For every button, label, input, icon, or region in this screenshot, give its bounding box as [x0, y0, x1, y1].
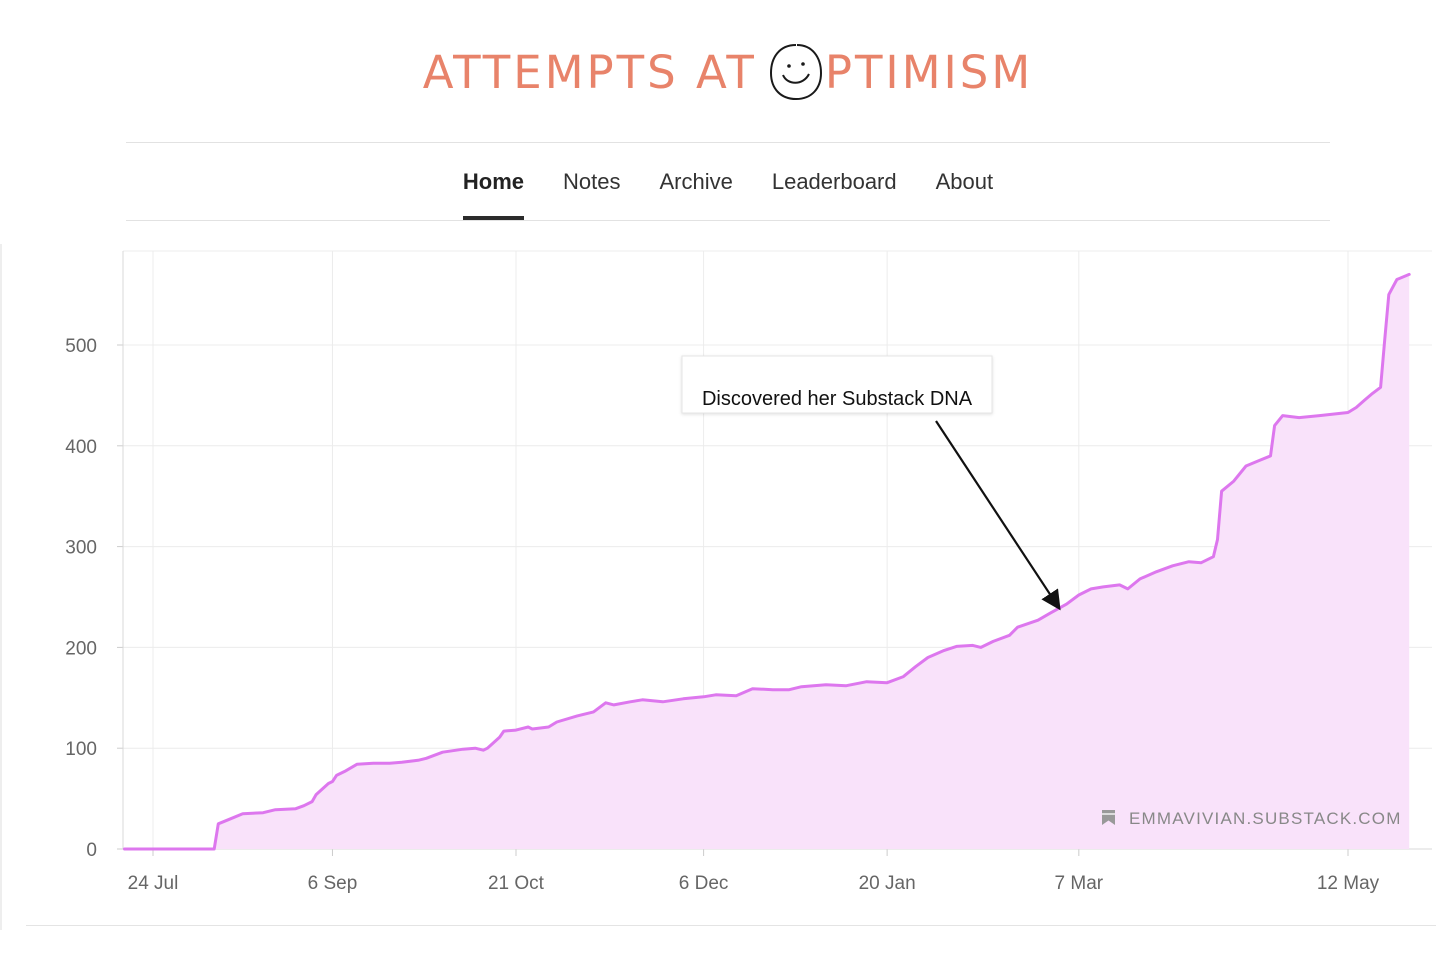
- y-tick-label: 400: [65, 437, 97, 458]
- chart-axes: 0 100 200 300 400 500 24 Jul 6 Sep 21 Oct 6 Dec 20…: [65, 251, 1432, 894]
- annotation-text: Discovered her Substack DNA: [702, 388, 973, 410]
- nav-top-divider: [126, 142, 1330, 143]
- annotation-box: [681, 355, 993, 414]
- nav-about[interactable]: About: [935, 168, 994, 194]
- title-ptimism: PTIMISM: [824, 45, 1034, 99]
- x-tick-label: 20 Jan: [859, 873, 916, 894]
- chart-annotations: Discovered her Substack DNA: [681, 355, 1061, 611]
- series-line: [123, 272, 1411, 851]
- title-attempts-at: ATTEMPTS AT: [422, 45, 757, 99]
- annotation-arrow: [935, 420, 1061, 611]
- publication-masthead[interactable]: ATTEMPTS AT PTIMISM: [0, 36, 1456, 108]
- smiley-face-icon: [769, 44, 822, 101]
- nav-bottom-divider: [126, 220, 1330, 221]
- y-tick-label: 0: [86, 840, 97, 861]
- y-tick-label: 300: [65, 538, 97, 559]
- series-area: [124, 274, 1410, 849]
- y-tick-label: 100: [65, 739, 97, 760]
- x-tick-label: 12 May: [1317, 873, 1380, 894]
- nav-notes[interactable]: Notes: [563, 168, 621, 194]
- main-nav: Home Notes Archive Leaderboard About: [0, 143, 1456, 220]
- bookmark-icon: [1102, 810, 1115, 825]
- chart-series: [123, 272, 1411, 851]
- x-tick-label: 6 Sep: [308, 873, 358, 894]
- x-tick-label: 7 Mar: [1055, 873, 1104, 894]
- x-tick-label: 6 Dec: [679, 873, 729, 894]
- nav-home[interactable]: Home: [462, 143, 525, 220]
- nav-archive[interactable]: Archive: [659, 168, 733, 194]
- chart-panel-border-bottom: [26, 925, 1436, 926]
- x-tick-label: 21 Oct: [488, 873, 545, 894]
- y-tick-label: 500: [65, 336, 97, 357]
- chart-panel-border-left: [0, 244, 2, 930]
- x-tick-label: 24 Jul: [128, 873, 179, 894]
- nav-leaderboard[interactable]: Leaderboard: [771, 168, 897, 194]
- chart-watermark: EMMAVIVIAN.SUBSTACK.COM: [1102, 809, 1402, 828]
- y-tick-label: 200: [65, 638, 97, 659]
- watermark-text: EMMAVIVIAN.SUBSTACK.COM: [1129, 809, 1402, 828]
